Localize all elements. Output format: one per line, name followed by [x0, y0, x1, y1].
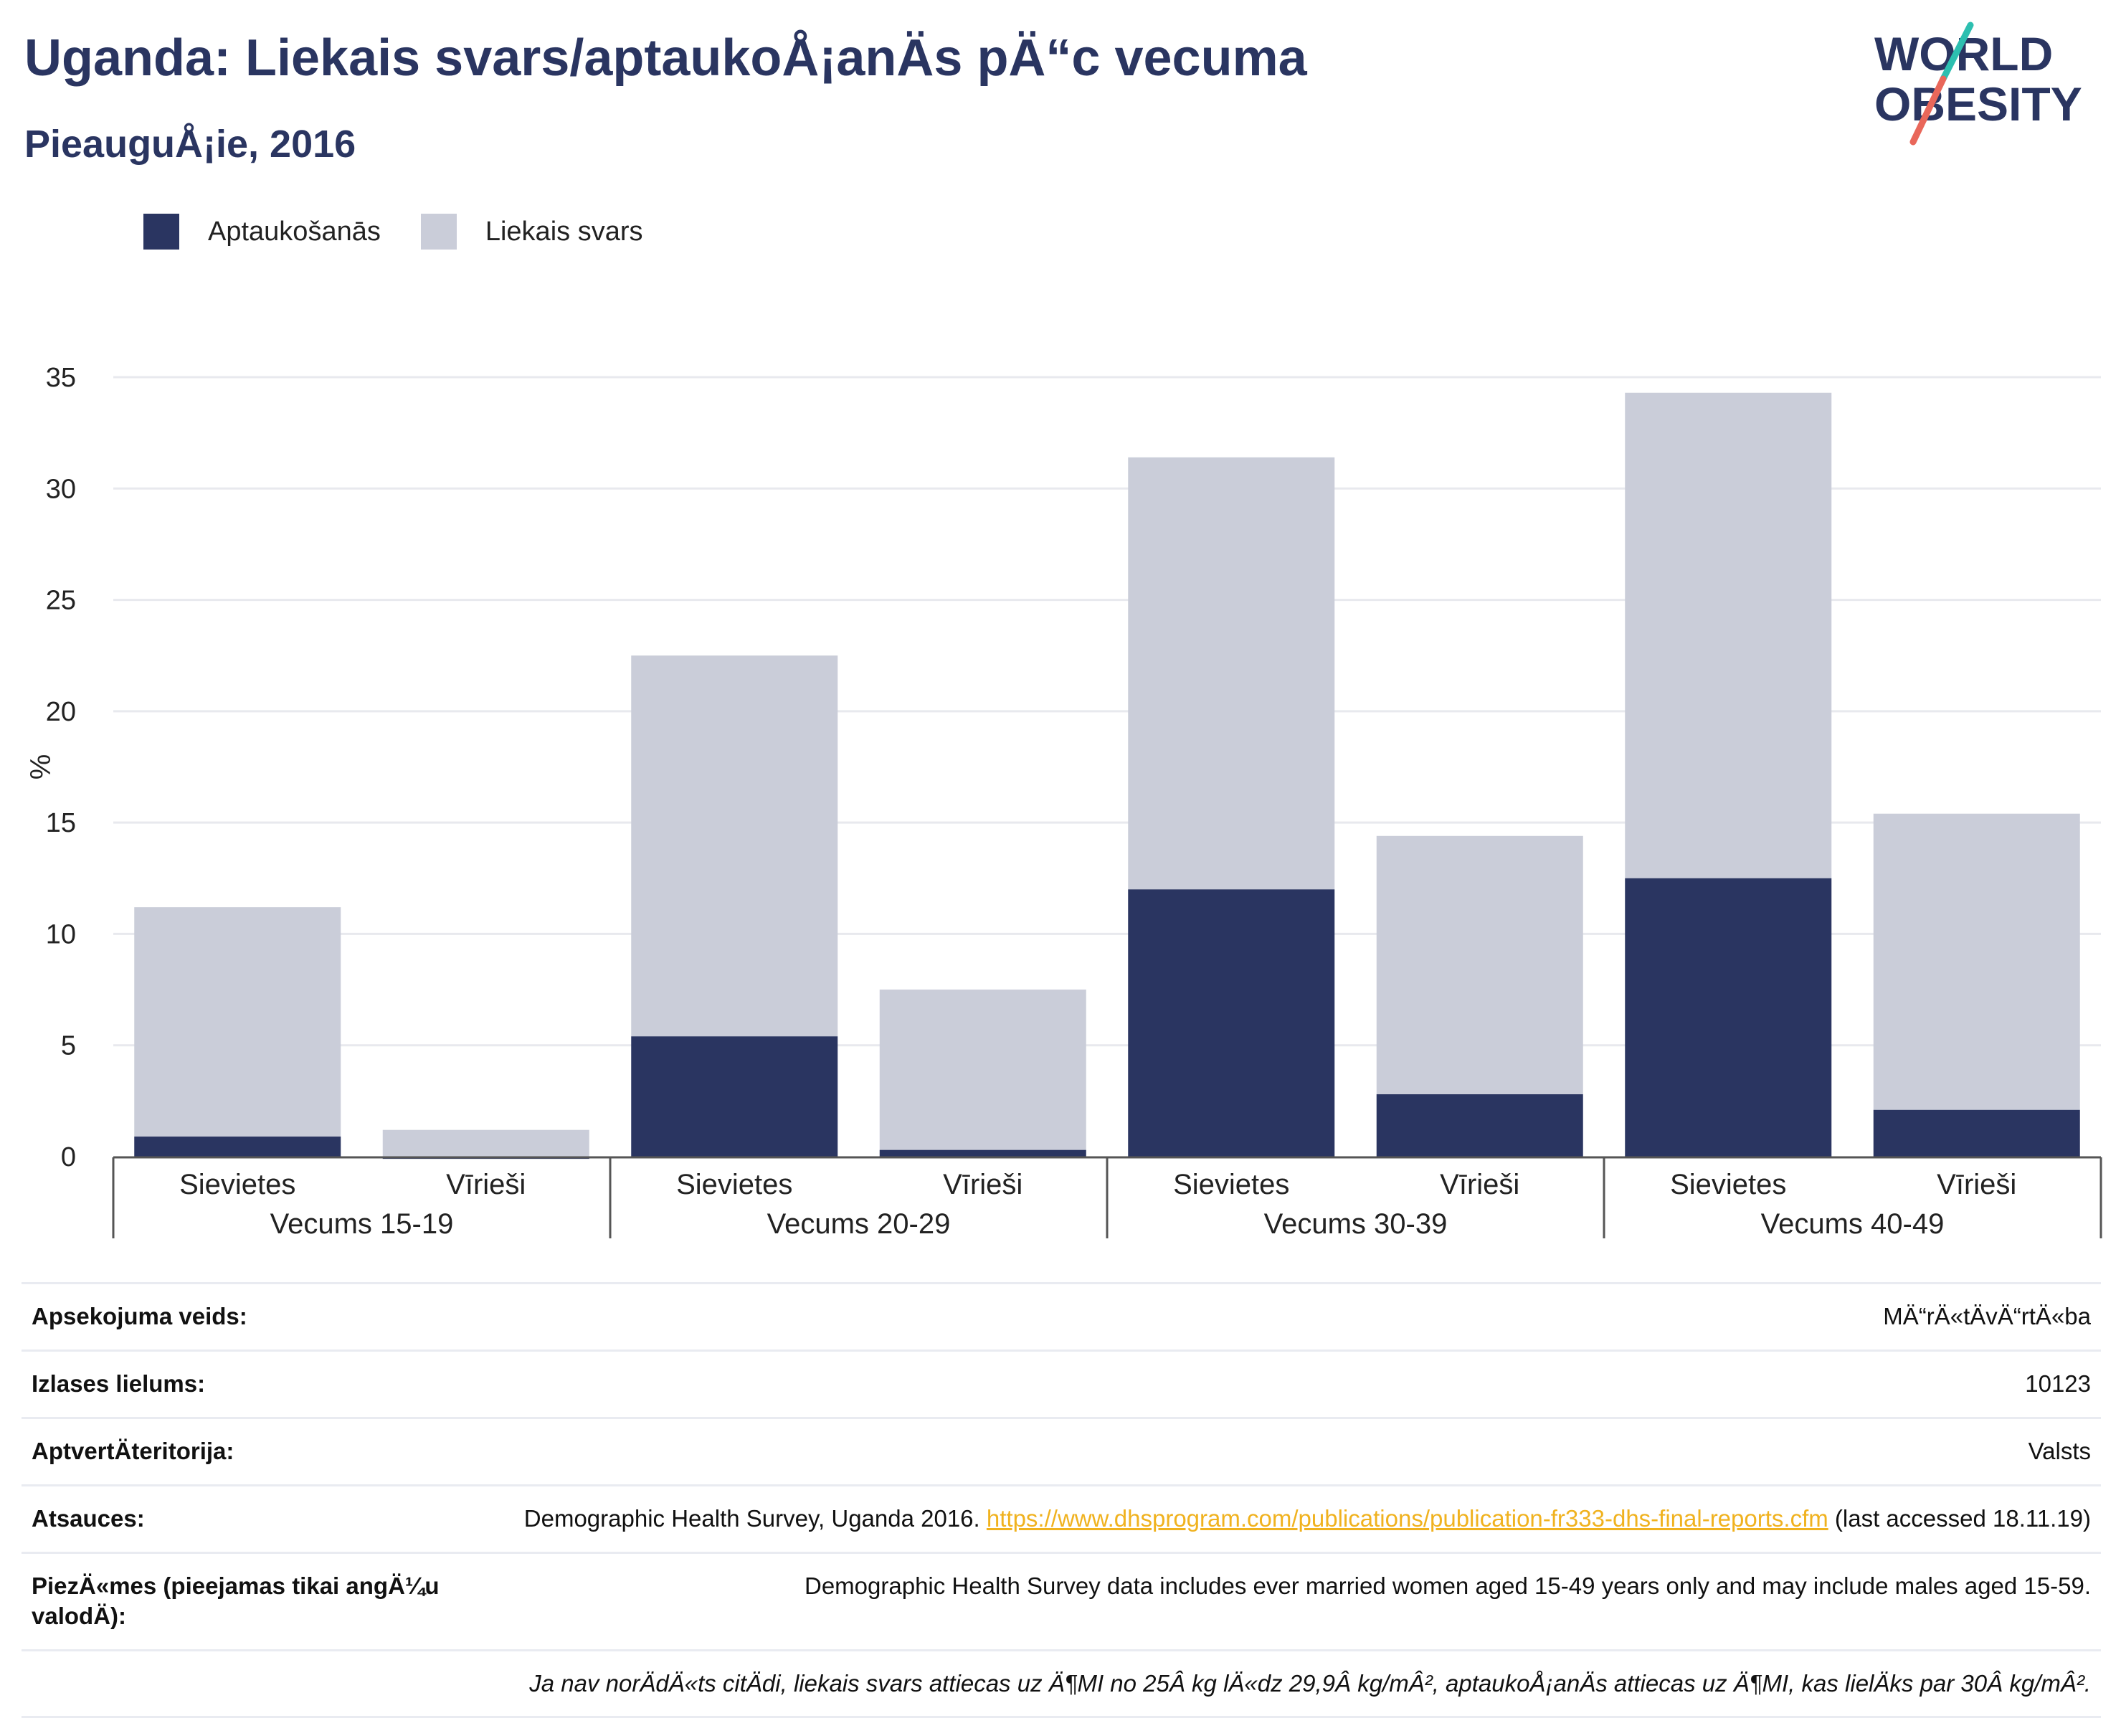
logo-slash-bottom [1909, 75, 1947, 146]
legend-swatch-overweight [420, 214, 457, 250]
info-value: MÄ“rÄ«tÄvÄ“rtÄ«ba [1883, 1303, 2091, 1329]
x-category-label: Sievietes [1173, 1169, 1289, 1200]
legend-item-obesity[interactable]: Aptaukošanās [143, 214, 381, 250]
bar-obesity [1128, 889, 1335, 1157]
bar-overweight [1128, 457, 1335, 890]
x-category-label: Vīrieši [943, 1169, 1022, 1200]
x-group-label: Vecums 40-49 [1761, 1208, 1945, 1240]
source-accessed: (last accessed 18.11.19) [1828, 1504, 2091, 1532]
logo-text-obesity: OBESITY [1874, 77, 2082, 131]
info-label: Apsekojuma veids: [32, 1303, 247, 1329]
legend-item-overweight[interactable]: Liekais svars [420, 214, 643, 250]
y-tick-label: 25 [46, 586, 76, 616]
bar-obesity [1376, 1094, 1583, 1157]
bar-obesity [1873, 1109, 2080, 1157]
logo-slash-top [1940, 22, 1974, 82]
bar-overweight [134, 907, 341, 1137]
y-tick-label: 35 [46, 363, 76, 393]
info-row-survey-type: Apsekojuma veids: MÄ“rÄ«tÄvÄ“rtÄ«ba [22, 1284, 2101, 1352]
info-row-notes: PiezÄ«mes (pieejamas tikai angÄ¼u valodÄ… [22, 1554, 2101, 1652]
info-value: Valsts [2028, 1437, 2091, 1464]
info-table: Apsekojuma veids: MÄ“rÄ«tÄvÄ“rtÄ«ba Izla… [22, 1282, 2101, 1719]
source-text: Demographic Health Survey, Uganda 2016. [523, 1504, 987, 1532]
x-group-label: Vecums 30-39 [1264, 1208, 1448, 1240]
chart-legend: Aptaukošanās Liekais svars [143, 214, 683, 250]
legend-label-obesity: Aptaukošanās [208, 216, 381, 247]
bar-overweight [382, 1129, 589, 1157]
bar-obesity [631, 1036, 838, 1157]
info-label: Atsauces: [32, 1504, 145, 1532]
x-category-label: Sievietes [676, 1169, 792, 1200]
bar-obesity [134, 1137, 341, 1157]
source-link[interactable]: https://www.dhsprogram.com/publications/… [986, 1504, 1828, 1532]
bar-overweight [1873, 813, 2080, 1110]
y-tick-label: 15 [46, 808, 76, 838]
info-label: PiezÄ«mes (pieejamas tikai angÄ¼u valodÄ… [32, 1572, 440, 1630]
stacked-bar-chart: 0 5 10 15 20 25 30 35% Sievietes Vīrieši Sievietes… [25, 363, 2102, 1240]
bar-overweight [631, 655, 838, 1037]
chart-subtitle: PieauguÅ¡ie, 2016 [24, 123, 356, 166]
definition-footnote: Ja nav norÄdÄ«ts citÄdi, liekais svars a… [22, 1651, 2101, 1719]
legend-swatch-obesity [143, 214, 179, 250]
info-label: Izlases lielums: [32, 1370, 206, 1397]
y-tick-label: 30 [46, 474, 76, 504]
info-row-sources: Atsauces: Demographic Health Survey, Uga… [22, 1486, 2101, 1554]
y-tick-label: 0 [61, 1142, 76, 1172]
y-tick-label: 5 [61, 1031, 76, 1061]
chart-title: Uganda: Liekais svars/aptaukoÅ¡anÄs pÄ“c… [24, 29, 1307, 87]
info-value: 10123 [2025, 1370, 2091, 1397]
info-label: AptvertÄteritorija: [32, 1437, 234, 1464]
x-category-label: Sievietes [179, 1169, 295, 1200]
bar-overweight [1376, 835, 1583, 1095]
x-group-label: Vecums 20-29 [767, 1208, 951, 1240]
legend-label-overweight: Liekais svars [485, 216, 643, 247]
x-category-label: Sievietes [1670, 1169, 1786, 1200]
x-category-label: Vīrieši [1440, 1169, 1519, 1200]
bar-obesity [1625, 878, 1832, 1157]
x-category-label: Vīrieši [1937, 1169, 2016, 1200]
x-category-label: Vīrieši [446, 1169, 526, 1200]
y-axis-label: % [25, 754, 57, 780]
world-obesity-logo: WORLD OBESITY [1874, 22, 2082, 146]
info-value: Demographic Health Survey, Uganda 2016. … [490, 1504, 2091, 1535]
bar-overweight [879, 990, 1086, 1150]
info-row-sample-size: Izlases lielums: 10123 [22, 1352, 2101, 1419]
y-tick-label: 10 [46, 919, 76, 949]
bar-overweight [1625, 392, 1832, 878]
info-row-territory: AptvertÄteritorija: Valsts [22, 1419, 2101, 1486]
x-group-label: Vecums 15-19 [270, 1208, 454, 1240]
y-tick-label: 20 [46, 697, 76, 727]
info-value: Demographic Health Survey data includes … [805, 1572, 2091, 1599]
bar-obesity [879, 1149, 1086, 1157]
